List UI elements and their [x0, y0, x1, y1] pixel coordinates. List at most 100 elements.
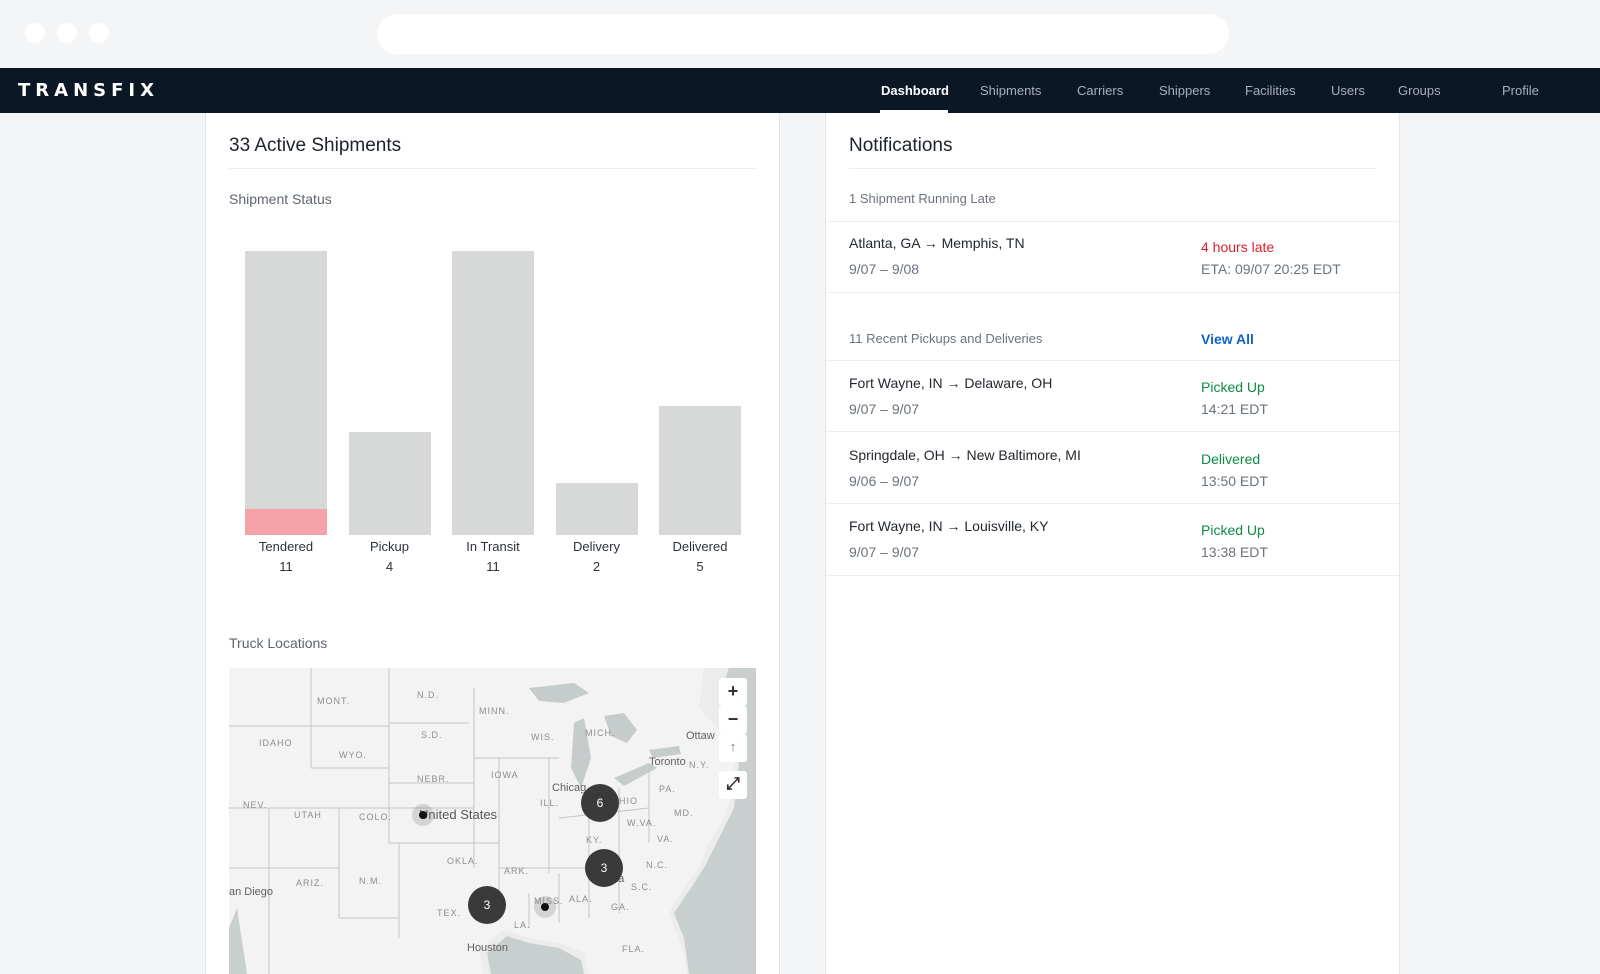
map-label-ill: ILL.	[540, 798, 560, 808]
map-label-wva: W.VA.	[627, 818, 657, 828]
shipment-dates: 9/06 – 9/07	[849, 473, 920, 489]
map-label-ga: GA.	[611, 902, 630, 912]
chart-bar-pickup[interactable]	[348, 432, 431, 535]
truck-cluster[interactable]: 3	[468, 886, 506, 924]
map-label-nc: N.C.	[646, 860, 668, 870]
map-city-san-diego: an Diego	[229, 886, 274, 898]
map-label-idaho: IDAHO	[259, 738, 293, 748]
active-tab-indicator	[880, 110, 948, 113]
status-time: 13:50 EDT	[1201, 473, 1268, 489]
chart-value-label: 11	[486, 559, 500, 574]
map-label-la: LA.	[514, 920, 531, 930]
chart-category-label: In Transit	[466, 539, 520, 554]
map-label-wis: WIS.	[531, 732, 555, 742]
compass-icon[interactable]: ↑	[719, 734, 747, 762]
nav-dashboard[interactable]: Dashboard	[881, 83, 949, 98]
shipment-route: Springdale, OH → New Baltimore, MI	[849, 447, 1081, 463]
nav-shippers[interactable]: Shippers	[1159, 83, 1211, 98]
nav-carriers[interactable]: Carriers	[1077, 83, 1124, 98]
notifications-title: Notifications	[849, 135, 953, 156]
zoom-in-button[interactable]: +	[719, 678, 747, 706]
transfix-logo[interactable]: TRANSFIX	[18, 80, 159, 101]
shipment-status: Delivered	[1201, 451, 1261, 467]
map-label-nd: N.D.	[417, 690, 439, 700]
eta-time: ETA: 09/07 20:25 EDT	[1201, 261, 1341, 277]
chart-bar-late-segment	[245, 509, 327, 535]
shipment-route: Atlanta, GA → Memphis, TN	[849, 235, 1025, 251]
map-label-nm: N.M.	[359, 876, 382, 886]
window-maximize-dot[interactable]	[89, 23, 109, 43]
truck-locations-map[interactable]: MONT. N.D. MINN. IDAHO S.D. WYO. WIS. MI…	[229, 668, 756, 974]
nav-profile[interactable]: Profile	[1502, 83, 1539, 98]
map-city-ottawa: Ottaw	[686, 730, 715, 742]
status-time: 14:21 EDT	[1201, 401, 1268, 417]
map-label-ky: KY.	[586, 835, 603, 845]
fullscreen-icon[interactable]: ⤢	[719, 771, 747, 799]
map-label-tex: TEX.	[437, 908, 462, 918]
map-label-mich: MICH.	[585, 728, 616, 738]
map-city-chicago: Chicag	[552, 782, 587, 794]
chart-category-label: Delivered	[672, 539, 728, 554]
shipment-status-chart: Tendered 11 Pickup 4 In Transit 11 Delivery 2 De…	[229, 251, 749, 583]
view-all-link[interactable]: View All	[1201, 331, 1254, 347]
map-label-nebr: NEBR.	[417, 774, 450, 784]
map-city-houston: Houston	[467, 942, 508, 954]
nav-groups[interactable]: Groups	[1398, 83, 1441, 98]
map-label-colo: COLO.	[359, 812, 393, 822]
nav-shipments[interactable]: Shipments	[980, 83, 1042, 98]
shipment-dates: 9/07 – 9/07	[849, 401, 920, 417]
truck-marker[interactable]	[534, 896, 556, 918]
chart-bar-tendered[interactable]	[245, 251, 327, 535]
truck-marker[interactable]	[412, 804, 434, 826]
chart-value-label: 5	[696, 559, 704, 574]
row-divider	[826, 431, 1399, 432]
recent-activity-heading: 11 Recent Pickups and Deliveries	[849, 331, 1043, 346]
map-label-ny: N.Y.	[689, 760, 710, 770]
map-label-ohio: OHIO	[611, 796, 639, 806]
map-label-iowa: IOWA	[491, 770, 519, 780]
map-label-fla: FLA.	[622, 944, 646, 954]
map-label-va: VA.	[657, 834, 674, 844]
map-label-miss: MISS.	[534, 896, 564, 906]
truck-cluster[interactable]: 3	[585, 849, 623, 887]
window-close-dot[interactable]	[25, 23, 45, 43]
nav-facilities[interactable]: Facilities	[1245, 83, 1296, 98]
shipment-dates: 9/07 – 9/07	[849, 544, 920, 560]
chart-category-label: Tendered	[258, 539, 314, 554]
map-city-toronto: Toronto	[649, 756, 686, 768]
address-bar[interactable]	[377, 14, 1229, 54]
truck-locations-heading: Truck Locations	[229, 635, 328, 651]
map-label-wyo: WYO.	[339, 750, 367, 760]
map-label-minn: MINN.	[479, 706, 510, 716]
map-label-ariz: ARIZ.	[296, 878, 325, 888]
row-divider	[826, 503, 1399, 504]
map-label-mont: MONT.	[317, 696, 350, 706]
chart-value-label: 11	[279, 559, 293, 574]
map-label-nev: NEV.	[243, 800, 268, 810]
map-label-okla: OKLA.	[447, 856, 479, 866]
browser-chrome	[0, 0, 1600, 68]
window-minimize-dot[interactable]	[57, 23, 77, 43]
chart-category-label: Delivery	[573, 539, 620, 554]
chart-bar-delivery[interactable]	[555, 483, 638, 535]
map-label-pa: PA.	[659, 784, 676, 794]
zoom-out-button[interactable]: −	[719, 706, 747, 734]
shipment-status-heading: Shipment Status	[229, 191, 332, 207]
shipment-route: Fort Wayne, IN → Louisville, KY	[849, 518, 1049, 534]
map-country-label: United States	[419, 807, 498, 822]
title-divider	[849, 168, 1376, 169]
notifications-panel: Notifications 1 Shipment Running Late At…	[825, 113, 1400, 974]
map-label-sd: S.D.	[421, 730, 443, 740]
map-label-ala: ALA.	[569, 894, 593, 904]
top-navigation: TRANSFIX Dashboard Shipments Carriers Sh…	[0, 68, 1600, 113]
chart-bar-in-transit[interactable]	[452, 251, 534, 535]
chart-category-label: Pickup	[369, 539, 410, 554]
truck-cluster[interactable]: 6	[581, 784, 619, 822]
section-divider	[826, 221, 1399, 222]
map-label-ark: ARK.	[504, 866, 530, 876]
chart-value-label: 4	[385, 559, 394, 574]
map-label-sc: S.C.	[631, 882, 653, 892]
nav-users[interactable]: Users	[1331, 83, 1365, 98]
chart-bar-delivered[interactable]	[659, 406, 741, 535]
active-shipments-title: 33 Active Shipments	[229, 135, 402, 156]
